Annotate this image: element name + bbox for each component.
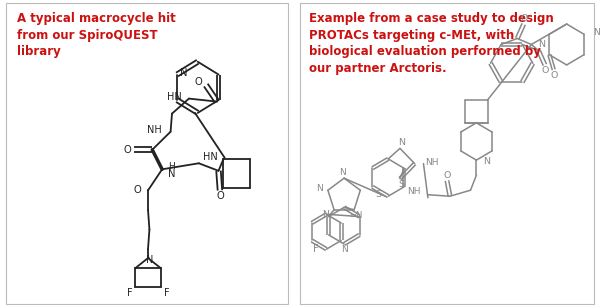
Text: A typical macrocycle hit
from our SpiroQUEST
library: A typical macrocycle hit from our SpiroQ… (17, 12, 176, 58)
Text: O: O (195, 77, 203, 87)
Text: N: N (483, 157, 490, 166)
Text: O: O (133, 185, 141, 195)
Text: O: O (124, 145, 131, 155)
Text: =N: =N (349, 211, 362, 220)
Text: NH: NH (148, 125, 162, 135)
Text: N: N (339, 168, 346, 177)
Text: H: H (168, 162, 175, 171)
Text: N: N (316, 184, 322, 193)
Text: N: N (322, 210, 329, 219)
Text: O: O (541, 66, 548, 75)
Text: S: S (398, 180, 404, 189)
Text: O: O (216, 191, 224, 201)
Text: N: N (168, 169, 175, 179)
Text: N: N (146, 255, 153, 265)
Text: O: O (443, 171, 451, 180)
Text: HN: HN (167, 92, 182, 102)
Text: NH: NH (425, 157, 439, 167)
Text: S: S (375, 190, 381, 199)
Text: F: F (127, 288, 133, 298)
Text: F: F (313, 244, 319, 254)
Text: N: N (181, 68, 188, 78)
Text: Example from a case study to design
PROTACs targeting c-MEt, with
biological eva: Example from a case study to design PROT… (309, 12, 554, 75)
Text: N: N (341, 245, 347, 254)
Text: HN: HN (203, 152, 218, 162)
Text: N: N (538, 40, 545, 49)
Text: NH: NH (407, 187, 421, 196)
Text: O: O (520, 14, 527, 23)
Text: F: F (164, 288, 169, 298)
Text: O: O (550, 71, 557, 80)
Text: N: N (398, 138, 405, 147)
Text: NH: NH (593, 28, 600, 37)
